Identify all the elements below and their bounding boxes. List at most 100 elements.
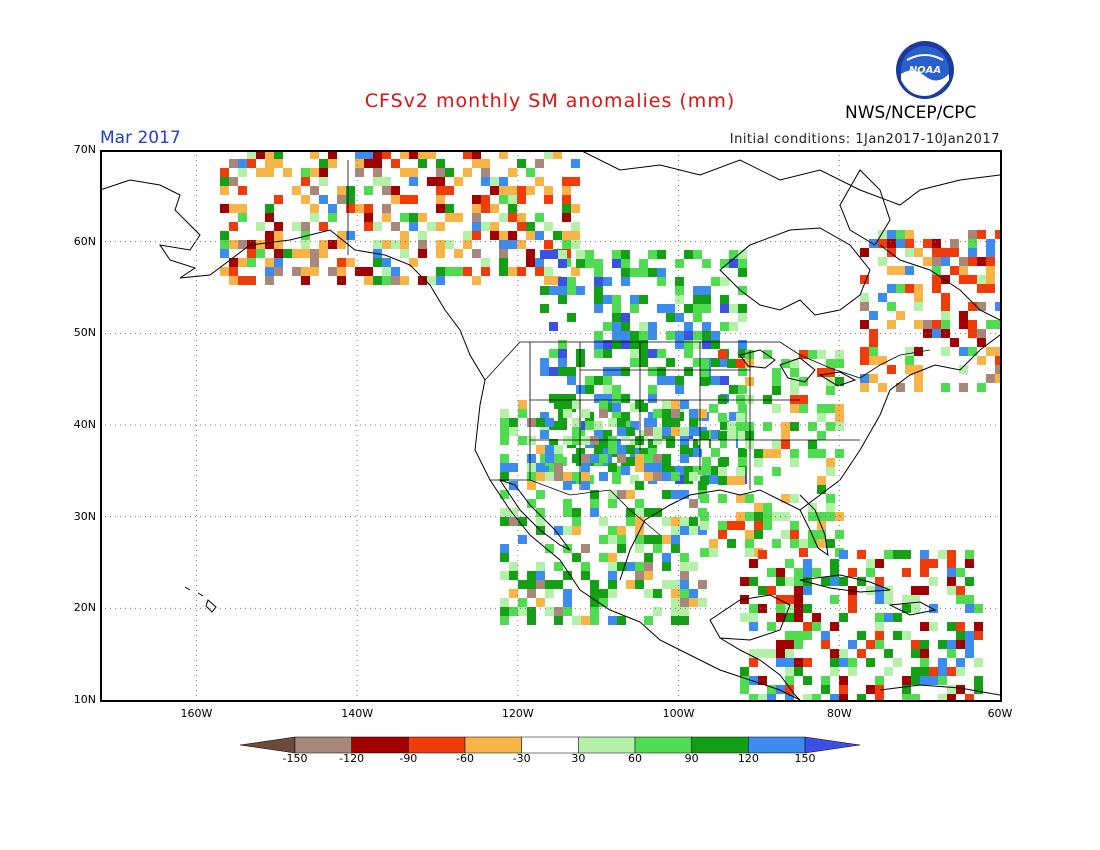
anomaly-cell [653, 427, 662, 436]
anomaly-cell [409, 168, 418, 177]
anomaly-cell [472, 213, 481, 222]
anomaly-cell [727, 485, 736, 494]
anomaly-cell [826, 458, 835, 467]
anomaly-cell [727, 521, 736, 530]
anomaly-cell [781, 431, 790, 440]
anomaly-cell [562, 240, 571, 249]
anomaly-cell [680, 517, 689, 526]
anomaly-cell [535, 159, 544, 168]
anomaly-cell [671, 427, 680, 436]
anomaly-cell [509, 589, 518, 598]
anomaly-cell [754, 521, 763, 530]
anomaly-cell [736, 467, 745, 476]
anomaly-cell [680, 400, 689, 409]
anomaly-cell [549, 466, 558, 475]
anomaly-cell [680, 571, 689, 580]
anomaly-cell [860, 320, 869, 329]
anomaly-cell [662, 535, 671, 544]
anomaly-cell [866, 658, 875, 667]
anomaly-cell [499, 177, 508, 186]
anomaly-cell [689, 589, 698, 598]
anomaly-cell [328, 159, 337, 168]
anomaly-cell [675, 385, 684, 394]
anomaly-cell [373, 258, 382, 267]
colorbar-segment [748, 736, 806, 754]
anomaly-cell [995, 230, 1000, 239]
anomaly-cell [878, 383, 887, 392]
political-borders [347, 160, 931, 536]
anomaly-cell [776, 613, 785, 622]
anomaly-cell [718, 404, 727, 413]
anomaly-cell [758, 604, 767, 613]
anomaly-cell [680, 427, 689, 436]
anomaly-cell [594, 331, 603, 340]
anomaly-cell [599, 553, 608, 562]
colorbar-segment [578, 736, 636, 754]
anomaly-cell [727, 494, 736, 503]
anomaly-cell [826, 422, 835, 431]
anomaly-cell [785, 559, 794, 568]
anomaly-cell [839, 550, 848, 559]
anomaly-cell [700, 440, 709, 449]
anomaly-cell [718, 431, 727, 440]
anomaly-cell [839, 577, 848, 586]
colorbar-segment [239, 736, 296, 754]
anomaly-cell [772, 377, 781, 386]
anomaly-cell [635, 508, 644, 517]
anomaly-cell [866, 586, 875, 595]
anomaly-cell [382, 186, 391, 195]
anomaly-cell [630, 358, 639, 367]
anomaly-cell [500, 427, 509, 436]
anomaly-cell [689, 526, 698, 535]
anomaly-cell [481, 258, 490, 267]
anomaly-cell [959, 383, 968, 392]
anomaly-cell [839, 658, 848, 667]
anomaly-cell [509, 427, 518, 436]
anomaly-cell [956, 685, 965, 694]
map-title: CFSv2 monthly SM anomalies (mm) [364, 90, 736, 112]
anomaly-cell [653, 535, 662, 544]
anomaly-cell [763, 422, 772, 431]
anomaly-cell [754, 350, 763, 359]
anomaly-cell [702, 457, 711, 466]
anomaly-cell [500, 517, 509, 526]
anomaly-cell [790, 530, 799, 539]
anomaly-cell [947, 577, 956, 586]
anomaly-cell [220, 168, 229, 177]
anomaly-cell [785, 658, 794, 667]
anomaly-cell [968, 329, 977, 338]
anomaly-cell [803, 604, 812, 613]
anomaly-cell [666, 331, 675, 340]
anomaly-cell [500, 598, 509, 607]
anomaly-cell [896, 383, 905, 392]
anomaly-cell [729, 250, 738, 259]
anomaly-cell [923, 320, 932, 329]
anomaly-cell [956, 586, 965, 595]
anomaly-cell [567, 367, 576, 376]
anomaly-cell [301, 276, 310, 285]
anomaly-cell [319, 222, 328, 231]
anomaly-cell [373, 177, 382, 186]
anomaly-cell [594, 277, 603, 286]
anomaly-cell [594, 430, 603, 439]
anomaly-cell [860, 383, 869, 392]
anomaly-cell [630, 475, 639, 484]
anomaly-cell [603, 394, 612, 403]
anomaly-cell [914, 248, 923, 257]
anomaly-cell [772, 440, 781, 449]
anomaly-cell [709, 413, 718, 422]
anomaly-cell [554, 607, 563, 616]
anomaly-cell [508, 204, 517, 213]
anomaly-cell [648, 349, 657, 358]
anomaly-cell [626, 580, 635, 589]
anomaly-cell [702, 295, 711, 304]
anomaly-cell [772, 449, 781, 458]
anomaly-cell [745, 359, 754, 368]
anomaly-cell [517, 186, 526, 195]
anomaly-cell [941, 320, 950, 329]
anomaly-cell [301, 267, 310, 276]
anomaly-cell [594, 394, 603, 403]
anomaly-cell [581, 436, 590, 445]
anomaly-cell [794, 640, 803, 649]
anomaly-cell [364, 204, 373, 213]
